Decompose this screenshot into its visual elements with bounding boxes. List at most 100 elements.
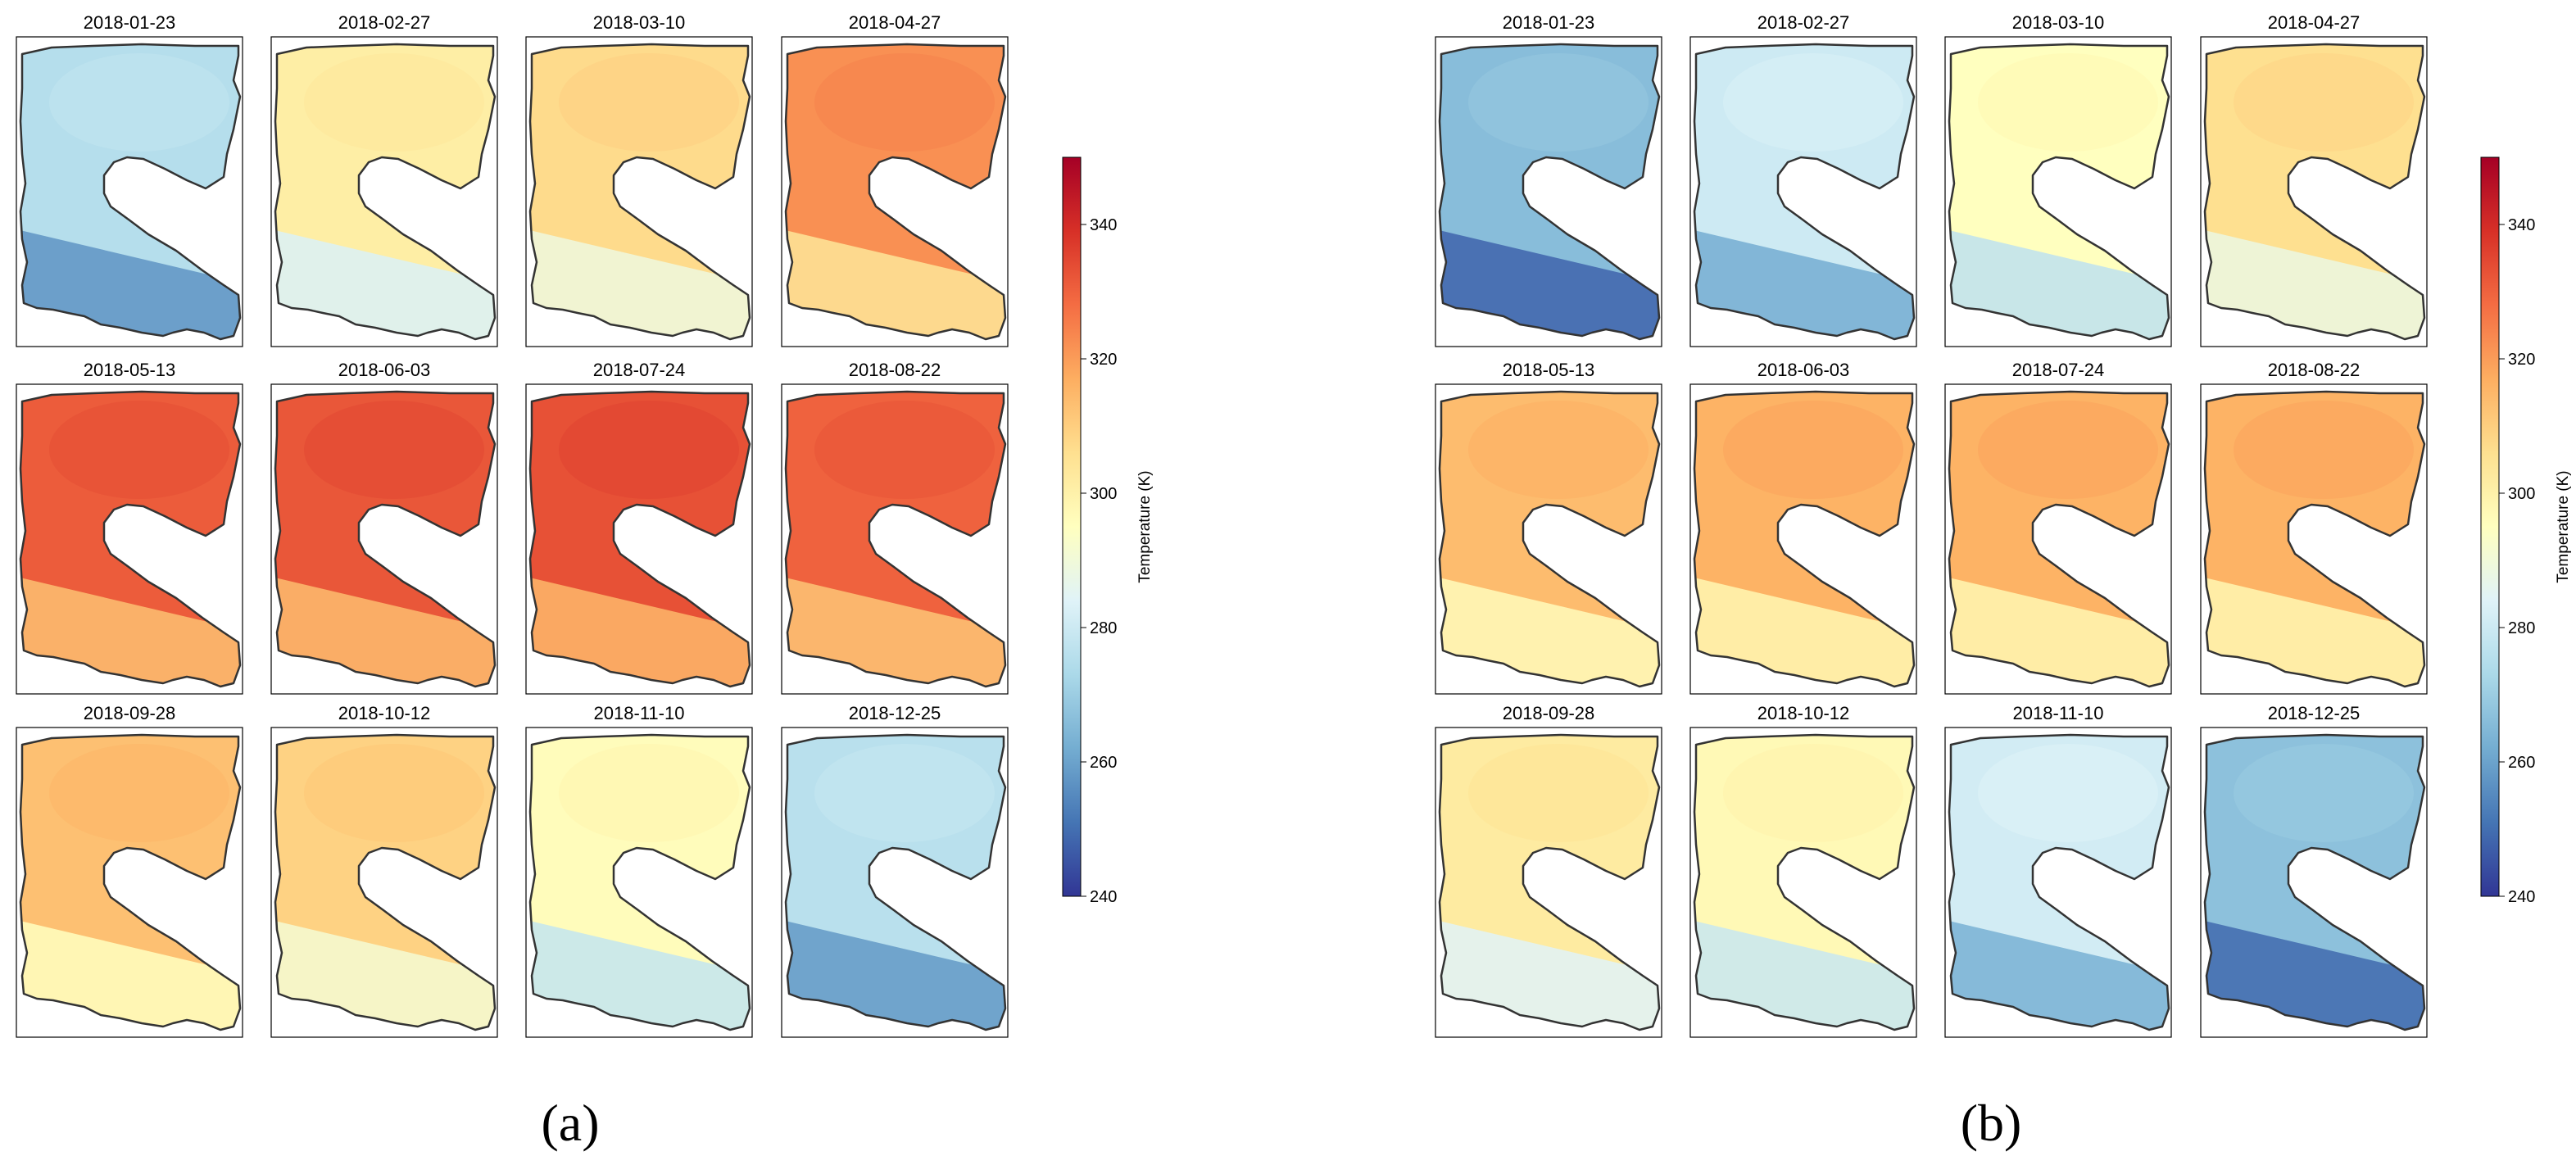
map-date-title: 2018-04-27 (849, 12, 941, 33)
map-date-title: 2018-01-23 (1503, 12, 1595, 33)
colorbar-tick-label: 340 (2508, 216, 2535, 234)
map-tile-b-2018-08-22: 2018-08-22 (2200, 360, 2428, 695)
region-outline (274, 43, 497, 341)
panel-label-b: (b) (1961, 1094, 2022, 1152)
basin-core (2234, 53, 2414, 152)
basin-core (304, 744, 484, 842)
map-date-title: 2018-10-12 (338, 703, 431, 723)
colorbar-tick-label: 240 (1090, 888, 1117, 906)
colorbar-tick-label: 340 (1090, 216, 1117, 234)
map-date-title: 2018-03-10 (593, 12, 686, 33)
map-date-title: 2018-09-28 (1503, 703, 1595, 723)
panel-label-a: (a) (541, 1094, 599, 1152)
colorbar-tick-label: 260 (2508, 754, 2535, 772)
map-tile-b-2018-04-27: 2018-04-27 (2200, 12, 2428, 347)
map-date-title: 2018-01-23 (84, 12, 176, 33)
basin-core (2234, 401, 2414, 499)
region-outline (19, 43, 242, 341)
region-outline (1438, 43, 1661, 341)
basin-core (814, 53, 995, 152)
basin-core (1723, 53, 1903, 152)
map-tile-a-2018-08-22: 2018-08-22 (781, 360, 1009, 695)
region-outline (528, 43, 751, 341)
basin-core (49, 53, 229, 152)
map-date-title: 2018-09-28 (84, 703, 176, 723)
colorbar-tick-label: 300 (2508, 485, 2535, 503)
map-tile-a-2018-12-25: 2018-12-25 (781, 703, 1009, 1038)
map-date-title: 2018-05-13 (84, 360, 176, 380)
region-outline (1438, 390, 1661, 688)
colorbar-tick-label: 320 (1090, 351, 1117, 369)
map-tile-a-2018-02-27: 2018-02-27 (270, 12, 498, 347)
map-date-title: 2018-12-25 (2268, 703, 2361, 723)
map-date-title: 2018-12-25 (849, 703, 941, 723)
map-tile-a-2018-07-24: 2018-07-24 (525, 360, 753, 695)
region-outline (1948, 390, 2170, 688)
region-outline (784, 733, 1007, 1031)
map-date-title: 2018-06-03 (338, 360, 431, 380)
region-outline (1693, 43, 1916, 341)
region-outline (2203, 43, 2426, 341)
region-outline (2203, 390, 2426, 688)
basin-core (1723, 744, 1903, 842)
region-outline (1948, 43, 2170, 341)
colorbar-gradient (1062, 156, 1082, 897)
region-outline (1693, 733, 1916, 1031)
colorbar-tick-label: 240 (2508, 888, 2535, 906)
map-tile-a-2018-10-12: 2018-10-12 (270, 703, 498, 1038)
basin-core (814, 401, 995, 499)
basin-core (1978, 401, 2158, 499)
map-date-title: 2018-06-03 (1757, 360, 1850, 380)
region-outline (19, 733, 242, 1031)
basin-core (1468, 401, 1649, 499)
map-tile-a-2018-01-23: 2018-01-23 (16, 12, 243, 347)
basin-core (1978, 53, 2158, 152)
region-outline (784, 390, 1007, 688)
map-tile-b-2018-11-10: 2018-11-10 (1944, 703, 2172, 1038)
basin-core (1468, 744, 1649, 842)
colorbar-gradient (2480, 156, 2500, 897)
map-date-title: 2018-05-13 (1503, 360, 1595, 380)
basin-core (49, 744, 229, 842)
map-date-title: 2018-03-10 (2012, 12, 2105, 33)
region-outline (1948, 733, 2170, 1031)
region-outline (19, 390, 242, 688)
colorbar-tick-label: 280 (1090, 619, 1117, 637)
map-date-title: 2018-08-22 (849, 360, 941, 380)
map-tile-b-2018-09-28: 2018-09-28 (1435, 703, 1662, 1038)
map-tile-b-2018-07-24: 2018-07-24 (1944, 360, 2172, 695)
map-tile-b-2018-01-23: 2018-01-23 (1435, 12, 1662, 347)
region-outline (784, 43, 1007, 341)
basin-core (1723, 401, 1903, 499)
basin-core (304, 53, 484, 152)
colorbar-label: Temperature (K) (1136, 470, 1154, 582)
basin-core (559, 744, 739, 842)
map-date-title: 2018-11-10 (2013, 703, 2104, 723)
map-tile-b-2018-03-10: 2018-03-10 (1944, 12, 2172, 347)
map-date-title: 2018-02-27 (338, 12, 431, 33)
map-tile-a-2018-06-03: 2018-06-03 (270, 360, 498, 695)
colorbar-tick-label: 300 (1090, 485, 1117, 503)
basin-core (304, 401, 484, 499)
map-tile-b-2018-02-27: 2018-02-27 (1689, 12, 1917, 347)
map-tile-b-2018-12-25: 2018-12-25 (2200, 703, 2428, 1038)
map-date-title: 2018-02-27 (1757, 12, 1850, 33)
region-outline (2203, 733, 2426, 1031)
map-tile-a-2018-09-28: 2018-09-28 (16, 703, 243, 1038)
map-date-title: 2018-04-27 (2268, 12, 2361, 33)
colorbar-label: Temperature (K) (2555, 470, 2572, 582)
basin-core (559, 401, 739, 499)
map-tile-b-2018-06-03: 2018-06-03 (1689, 360, 1917, 695)
map-tile-b-2018-05-13: 2018-05-13 (1435, 360, 1662, 695)
region-outline (528, 733, 751, 1031)
region-outline (274, 733, 497, 1031)
map-tile-a-2018-04-27: 2018-04-27 (781, 12, 1009, 347)
basin-core (1978, 744, 2158, 842)
map-tile-a-2018-11-10: 2018-11-10 (525, 703, 753, 1038)
region-outline (528, 390, 751, 688)
colorbar-a: 240 260 280 300 320 340 Temperature (K) (1062, 156, 1154, 906)
basin-core (814, 744, 995, 842)
basin-core (2234, 744, 2414, 842)
map-tile-a-2018-05-13: 2018-05-13 (16, 360, 243, 695)
